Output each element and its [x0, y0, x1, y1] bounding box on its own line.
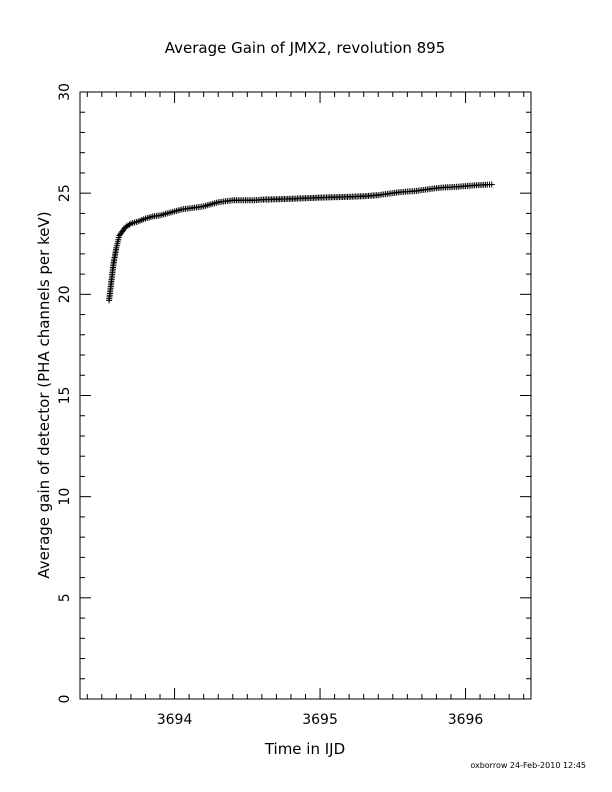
data-points	[106, 181, 495, 304]
chart-title: Average Gain of JMX2, revolution 895	[165, 39, 446, 57]
x-axis-title: Time in IJD	[264, 740, 345, 758]
tick-labels: 0 5 10 15 20 25 30 3694 3695 3696	[57, 83, 483, 728]
x-tick-label: 3696	[448, 712, 484, 728]
data-point	[488, 181, 495, 188]
y-axis-title: Average gain of detector (PHA channels p…	[35, 211, 53, 578]
y-tick-label: 10	[57, 488, 73, 506]
plot-frame	[79, 91, 532, 700]
y-tick-label: 15	[57, 387, 73, 405]
y-tick-label: 25	[57, 184, 73, 202]
axis-ticks	[80, 91, 531, 700]
x-tick-label: 3695	[302, 712, 338, 728]
data-point	[126, 221, 133, 228]
y-tick-label: 5	[57, 593, 73, 602]
footer-credit: oxborrow 24-Feb-2010 12:45	[470, 761, 586, 770]
y-tick-label: 30	[57, 83, 73, 101]
y-tick-label: 0	[57, 695, 73, 704]
y-tick-label: 20	[57, 285, 73, 303]
x-tick-label: 3694	[157, 712, 193, 728]
